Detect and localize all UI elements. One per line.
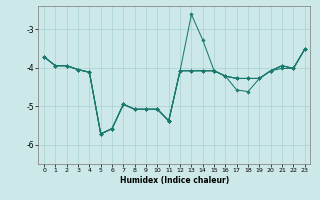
X-axis label: Humidex (Indice chaleur): Humidex (Indice chaleur) (120, 176, 229, 185)
